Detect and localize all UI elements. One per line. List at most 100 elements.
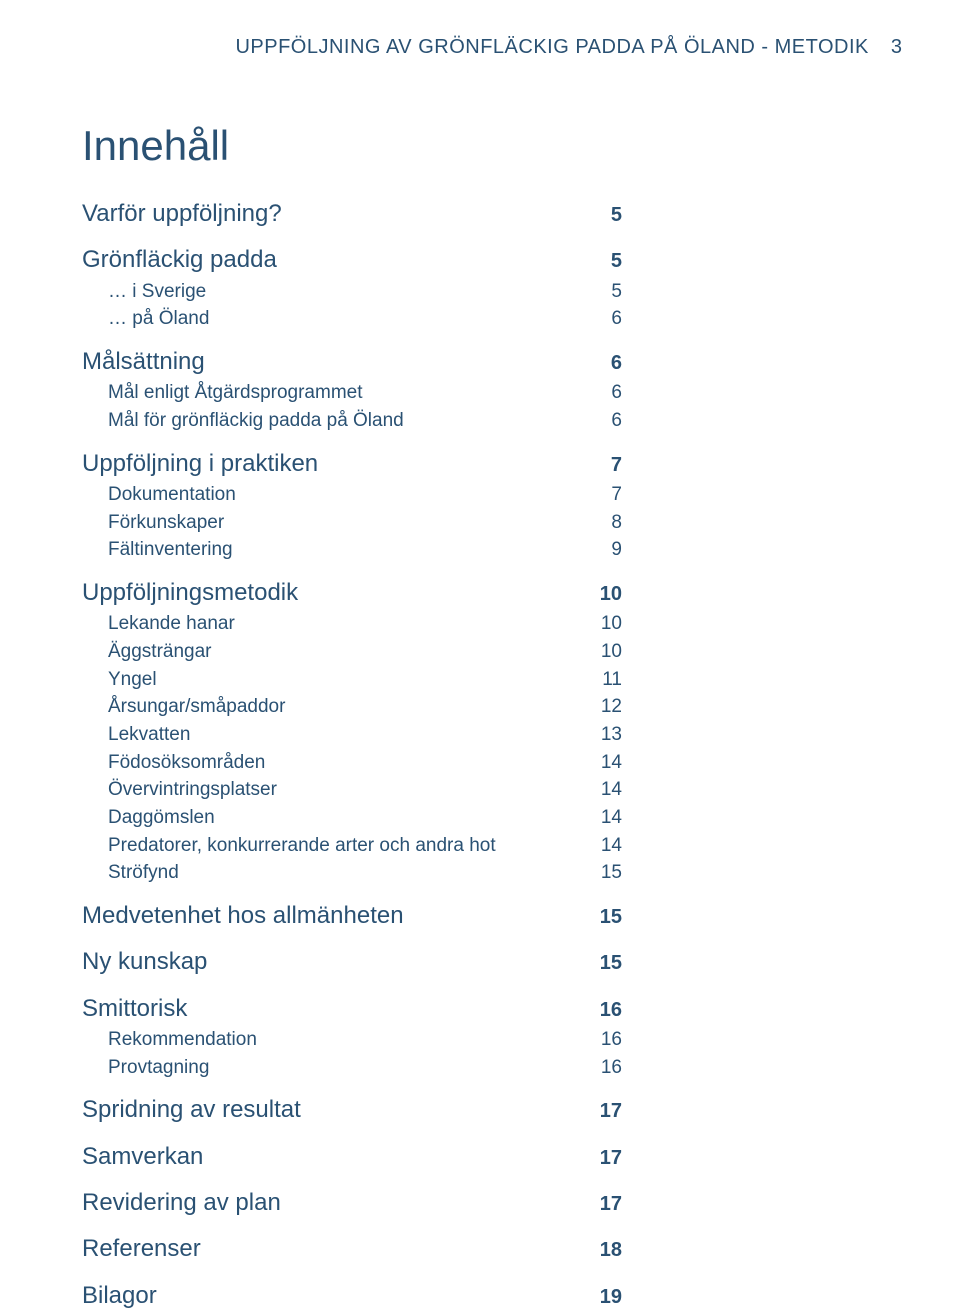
toc-sub-label: Födosöksområden bbox=[82, 750, 265, 776]
toc-sub-page: 16 bbox=[601, 1027, 622, 1053]
toc-section-row[interactable]: Varför uppföljning? 5 bbox=[82, 198, 622, 230]
toc-sub-row[interactable]: Lekande hanar 10 bbox=[82, 611, 622, 637]
toc-sub-row[interactable]: Ströfynd15 bbox=[82, 860, 622, 886]
toc-section-row[interactable]: Samverkan 17 bbox=[82, 1141, 622, 1173]
toc-section-label: Smittorisk bbox=[82, 993, 187, 1025]
toc-section-label: Bilagor bbox=[82, 1280, 157, 1312]
toc-section-row[interactable]: Uppföljningsmetodik 10 bbox=[82, 577, 622, 609]
toc-section-row[interactable]: Smittorisk16 bbox=[82, 993, 622, 1025]
toc-section-row[interactable]: Spridning av resultat 17 bbox=[82, 1094, 622, 1126]
toc-sub-page: 6 bbox=[611, 408, 622, 434]
toc-section-row[interactable]: Ny kunskap 15 bbox=[82, 946, 622, 978]
toc-section: Referenser18 bbox=[82, 1233, 722, 1265]
toc-section: Ny kunskap 15 bbox=[82, 946, 722, 978]
toc-section: Smittorisk16Rekommendation 16Provtagning1… bbox=[82, 993, 722, 1081]
toc-sub-row[interactable]: Fältinventering 9 bbox=[82, 537, 622, 563]
toc-section: Revidering av plan 17 bbox=[82, 1187, 722, 1219]
toc-section-label: Uppföljning i praktiken bbox=[82, 448, 318, 480]
toc-sub-page: 10 bbox=[601, 639, 622, 665]
header-title: UPPFÖLJNING AV GRÖNFLÄCKIG PADDA PÅ ÖLAN… bbox=[235, 36, 868, 59]
toc-section-row[interactable]: Medvetenhet hos allmänheten 15 bbox=[82, 900, 622, 932]
toc-sub-label: Förkunskaper bbox=[82, 510, 224, 536]
toc-sub-label: Yngel bbox=[82, 667, 157, 693]
toc-sub-label: Dokumentation bbox=[82, 482, 236, 508]
toc-sub-label: Fältinventering bbox=[82, 537, 233, 563]
toc-section: Uppföljningsmetodik10Lekande hanar10Äggs… bbox=[82, 577, 722, 886]
toc-sub-row[interactable]: Predatorer, konkurrerande arter och andr… bbox=[82, 833, 622, 859]
toc-sub-label: Årsungar/småpaddor bbox=[82, 694, 285, 720]
toc-section-label: Varför uppföljning? bbox=[82, 198, 282, 230]
toc-section-page: 15 bbox=[600, 904, 622, 931]
toc-section: Samverkan 17 bbox=[82, 1141, 722, 1173]
toc-sub-label: Ströfynd bbox=[82, 860, 179, 886]
toc-section: Uppföljning i praktiken7Dokumentation7Fö… bbox=[82, 448, 722, 563]
page: UPPFÖLJNING AV GRÖNFLÄCKIG PADDA PÅ ÖLAN… bbox=[0, 0, 960, 1043]
toc-sub-row[interactable]: … i Sverige5 bbox=[82, 279, 622, 305]
toc-sub-page: 7 bbox=[611, 482, 622, 508]
toc-sub-label: Lekvatten bbox=[82, 722, 190, 748]
toc-sub-row[interactable]: Lekvatten13 bbox=[82, 722, 622, 748]
toc-body: Varför uppföljning? 5 Grönfläckig padda 5 … … bbox=[82, 198, 722, 1312]
toc-section-label: Ny kunskap bbox=[82, 946, 207, 978]
toc-sub-row[interactable]: Yngel 11 bbox=[82, 667, 622, 693]
toc-sub-row[interactable]: Daggömslen14 bbox=[82, 805, 622, 831]
toc-sub-row[interactable]: Äggsträngar 10 bbox=[82, 639, 622, 665]
toc-sub-label: Mål enligt Åtgärdsprogrammet bbox=[82, 380, 363, 406]
toc-section-label: Grönfläckig padda bbox=[82, 244, 277, 276]
toc-sub-label: Övervintringsplatser bbox=[82, 777, 277, 803]
toc-sub-row[interactable]: Provtagning16 bbox=[82, 1055, 622, 1081]
toc-sub-page: 14 bbox=[601, 833, 622, 859]
toc-section-row[interactable]: Uppföljning i praktiken7 bbox=[82, 448, 622, 480]
toc-section: Varför uppföljning? 5 bbox=[82, 198, 722, 230]
toc-sub-page: 11 bbox=[602, 667, 622, 693]
toc-section-row[interactable]: Bilagor 19 bbox=[82, 1280, 622, 1312]
toc-section-label: Medvetenhet hos allmänheten bbox=[82, 900, 404, 932]
toc-section-label: Revidering av plan bbox=[82, 1187, 281, 1219]
toc-sub-page: 6 bbox=[611, 380, 622, 406]
toc-section-label: Samverkan bbox=[82, 1141, 203, 1173]
toc-section-page: 5 bbox=[611, 202, 622, 229]
toc-sub-row[interactable]: … på Öland6 bbox=[82, 306, 622, 332]
toc-sub-row[interactable]: Förkunskaper 8 bbox=[82, 510, 622, 536]
toc-section-row[interactable]: Referenser18 bbox=[82, 1233, 622, 1265]
toc-sub-row[interactable]: Årsungar/småpaddor 12 bbox=[82, 694, 622, 720]
toc-section-page: 19 bbox=[600, 1284, 622, 1311]
toc-section-page: 10 bbox=[600, 581, 622, 608]
toc-section-page: 17 bbox=[600, 1098, 622, 1125]
toc-container: Innehåll Varför uppföljning?5Grönfläckig… bbox=[82, 122, 722, 1312]
toc-section-label: Spridning av resultat bbox=[82, 1094, 301, 1126]
toc-sub-row[interactable]: Födosöksområden14 bbox=[82, 750, 622, 776]
toc-sub-label: … i Sverige bbox=[82, 279, 206, 305]
toc-section-row[interactable]: Revidering av plan 17 bbox=[82, 1187, 622, 1219]
toc-sub-label: Mål för grönfläckig padda på Öland bbox=[82, 408, 404, 434]
toc-sub-label: Lekande hanar bbox=[82, 611, 235, 637]
toc-sub-page: 9 bbox=[611, 537, 622, 563]
toc-section-page: 6 bbox=[611, 350, 622, 377]
toc-sub-row[interactable]: Övervintringsplatser 14 bbox=[82, 777, 622, 803]
toc-section: Målsättning6Mål enligt Åtgärdsprogrammet… bbox=[82, 346, 722, 434]
toc-sub-label: Rekommendation bbox=[82, 1027, 257, 1053]
toc-sub-label: Äggsträngar bbox=[82, 639, 212, 665]
page-header: UPPFÖLJNING AV GRÖNFLÄCKIG PADDA PÅ ÖLAN… bbox=[235, 36, 902, 59]
toc-section-row[interactable]: Grönfläckig padda 5 bbox=[82, 244, 622, 276]
toc-section-page: 17 bbox=[600, 1145, 622, 1172]
toc-sub-row[interactable]: Dokumentation 7 bbox=[82, 482, 622, 508]
toc-sub-page: 10 bbox=[601, 611, 622, 637]
toc-section-row[interactable]: Målsättning 6 bbox=[82, 346, 622, 378]
toc-sub-label: Provtagning bbox=[82, 1055, 209, 1081]
toc-section-page: 17 bbox=[600, 1191, 622, 1218]
toc-section-page: 18 bbox=[600, 1237, 622, 1264]
toc-section-page: 5 bbox=[611, 248, 622, 275]
toc-section-page: 15 bbox=[600, 950, 622, 977]
toc-sub-label: … på Öland bbox=[82, 306, 209, 332]
toc-section-label: Målsättning bbox=[82, 346, 205, 378]
toc-sub-page: 8 bbox=[611, 510, 622, 536]
toc-sub-row[interactable]: Mål enligt Åtgärdsprogrammet 6 bbox=[82, 380, 622, 406]
toc-sub-page: 12 bbox=[601, 694, 622, 720]
toc-sub-page: 14 bbox=[601, 777, 622, 803]
toc-sub-label: Daggömslen bbox=[82, 805, 215, 831]
toc-sub-row[interactable]: Mål för grönfläckig padda på Öland 6 bbox=[82, 408, 622, 434]
toc-section: Medvetenhet hos allmänheten 15 bbox=[82, 900, 722, 932]
toc-section-label: Uppföljningsmetodik bbox=[82, 577, 298, 609]
toc-sub-row[interactable]: Rekommendation 16 bbox=[82, 1027, 622, 1053]
